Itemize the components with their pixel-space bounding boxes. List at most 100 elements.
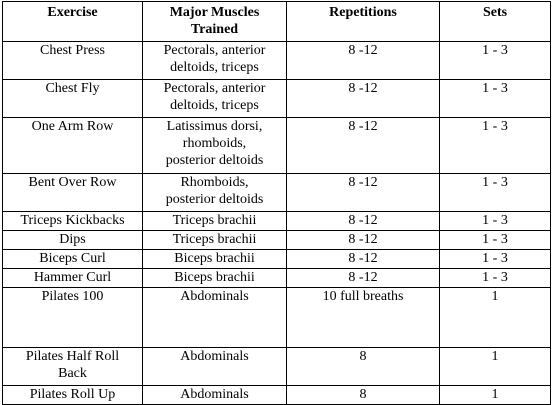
table-row: Triceps Kickbacks Triceps brachii 8 -12 … [2, 211, 551, 231]
repetitions-value: 8 -12 [348, 270, 378, 285]
cell-sets: 1 [439, 385, 551, 405]
exercise-name: Pilates Roll Up [29, 387, 116, 402]
muscles-line: Biceps brachii [174, 270, 255, 285]
muscles-line: deltoids, triceps [170, 98, 259, 113]
table-row: Chest Fly Pectorals, anterior deltoids, … [2, 79, 551, 118]
cell-exercise: Bent Over Row [2, 173, 143, 212]
sets-value: 1 - 3 [482, 232, 508, 247]
sets-value: 1 - 3 [482, 270, 508, 285]
muscles-line: Rhomboids, [180, 175, 249, 190]
exercise-name: Pilates 100 [41, 289, 104, 304]
cell-sets: 1 - 3 [439, 41, 551, 80]
cell-muscles: Biceps brachii [142, 249, 287, 269]
muscles-line: posterior deltoids [165, 192, 264, 207]
table-row: Bent Over Row Rhomboids, posterior delto… [2, 173, 551, 212]
sets-value: 1 [491, 387, 499, 402]
cell-muscles: Abdominals [142, 347, 287, 386]
muscles-line: Biceps brachii [174, 251, 255, 266]
exercise-name: Biceps Curl [39, 251, 106, 266]
sets-value: 1 - 3 [482, 213, 508, 228]
table-row: Hammer Curl Biceps brachii 8 -12 1 - 3 [2, 268, 551, 288]
header-exercise: Exercise [2, 1, 143, 42]
exercise-name: Bent Over Row [28, 175, 117, 190]
cell-exercise: Triceps Kickbacks [2, 211, 143, 231]
cell-exercise: Dips [2, 230, 143, 250]
exercise-name: Triceps Kickbacks [20, 213, 125, 228]
cell-exercise: Chest Press [2, 41, 143, 80]
header-repetitions-label: Repetitions [329, 5, 397, 20]
exercise-name: Pilates Half Roll [25, 349, 120, 364]
cell-repetitions: 8 -12 [286, 173, 440, 212]
cell-repetitions: 8 -12 [286, 79, 440, 118]
muscles-line: Triceps brachii [172, 232, 257, 247]
table-row: Pilates Half Roll Back Abdominals 8 1 [2, 347, 551, 386]
repetitions-value: 8 -12 [348, 232, 378, 247]
header-exercise-label: Exercise [47, 5, 98, 20]
muscles-line: Abdominals [180, 387, 249, 402]
sets-value: 1 - 3 [482, 81, 508, 96]
cell-repetitions: 10 full breaths [286, 287, 440, 348]
muscles-line: deltoids, triceps [170, 60, 259, 75]
table-row: One Arm Row Latissimus dorsi, rhomboids,… [2, 117, 551, 174]
muscles-line: rhomboids, [182, 136, 247, 151]
header-muscles-line-1: Major Muscles [169, 5, 260, 20]
cell-sets: 1 - 3 [439, 79, 551, 118]
cell-sets: 1 - 3 [439, 249, 551, 269]
cell-muscles: Triceps brachii [142, 211, 287, 231]
cell-exercise: Pilates 100 [2, 287, 143, 348]
repetitions-value: 8 -12 [348, 119, 378, 134]
repetitions-value: 8 -12 [348, 175, 378, 190]
header-muscles-line-2: Trained [190, 22, 239, 37]
cell-repetitions: 8 [286, 385, 440, 405]
sets-value: 1 - 3 [482, 251, 508, 266]
exercise-name: Dips [59, 232, 86, 247]
cell-muscles: Abdominals [142, 385, 287, 405]
muscles-line: Abdominals [180, 289, 249, 304]
exercise-name: Chest Press [40, 43, 105, 58]
cell-exercise: Pilates Roll Up [2, 385, 143, 405]
cell-muscles: Triceps brachii [142, 230, 287, 250]
sets-value: 1 - 3 [482, 175, 508, 190]
cell-sets: 1 [439, 287, 551, 348]
cell-muscles: Abdominals [142, 287, 287, 348]
cell-repetitions: 8 -12 [286, 230, 440, 250]
muscles-line: Pectorals, anterior [163, 43, 266, 58]
sets-value: 1 [491, 289, 499, 304]
cell-muscles: Pectorals, anterior deltoids, triceps [142, 41, 287, 80]
sets-value: 1 - 3 [482, 43, 508, 58]
cell-repetitions: 8 [286, 347, 440, 386]
muscles-line: Latissimus dorsi, [166, 119, 263, 134]
repetitions-value: 8 [359, 387, 367, 402]
cell-repetitions: 8 -12 [286, 117, 440, 174]
repetitions-value: 8 [359, 349, 367, 364]
cell-exercise: Chest Fly [2, 79, 143, 118]
cell-exercise: One Arm Row [2, 117, 143, 174]
cell-sets: 1 - 3 [439, 268, 551, 288]
cell-muscles: Pectorals, anterior deltoids, triceps [142, 79, 287, 118]
repetitions-value: 8 -12 [348, 81, 378, 96]
table-row: Chest Press Pectorals, anterior deltoids… [2, 41, 551, 80]
cell-repetitions: 8 -12 [286, 268, 440, 288]
header-sets: Sets [439, 1, 551, 42]
muscles-line: Triceps brachii [172, 213, 257, 228]
repetitions-value: 10 full breaths [322, 289, 404, 304]
table-row: Dips Triceps brachii 8 -12 1 - 3 [2, 230, 551, 250]
cell-muscles: Latissimus dorsi, rhomboids, posterior d… [142, 117, 287, 174]
repetitions-value: 8 -12 [348, 43, 378, 58]
muscles-line: Pectorals, anterior [163, 81, 266, 96]
header-muscles: Major Muscles Trained [142, 1, 287, 42]
cell-exercise: Pilates Half Roll Back [2, 347, 143, 386]
repetitions-value: 8 -12 [348, 251, 378, 266]
table-row: Pilates 100 Abdominals 10 full breaths 1 [2, 287, 551, 348]
cell-exercise: Biceps Curl [2, 249, 143, 269]
muscles-line: Abdominals [180, 349, 249, 364]
header-sets-label: Sets [482, 5, 508, 20]
cell-sets: 1 - 3 [439, 230, 551, 250]
cell-repetitions: 8 -12 [286, 41, 440, 80]
repetitions-value: 8 -12 [348, 213, 378, 228]
cell-sets: 1 - 3 [439, 211, 551, 231]
muscles-line: posterior deltoids [165, 153, 264, 168]
table-row: Biceps Curl Biceps brachii 8 -12 1 - 3 [2, 249, 551, 269]
cell-repetitions: 8 -12 [286, 211, 440, 231]
